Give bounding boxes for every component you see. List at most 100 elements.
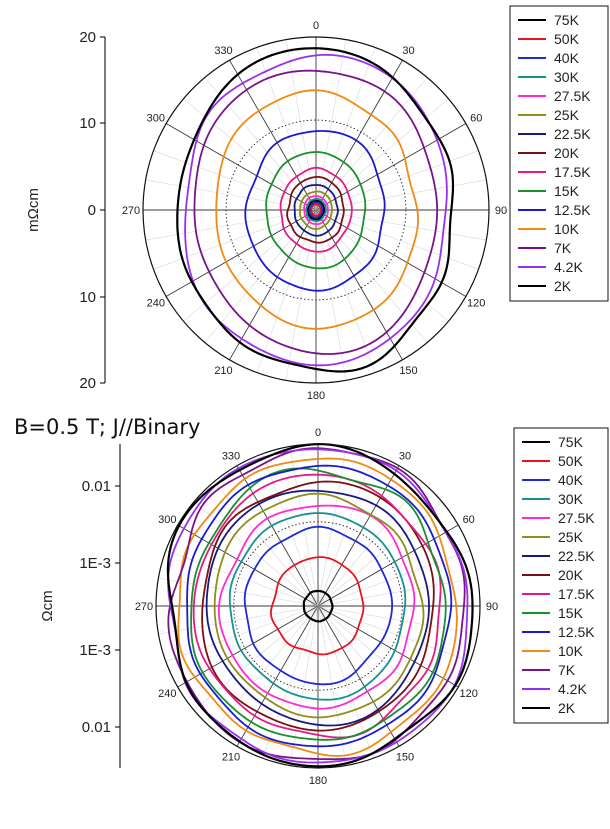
minor-spoke-line [317,453,374,607]
angle-tick-label: 180 [309,775,327,787]
radial-tick-label: 20 [79,29,96,46]
angle-tick-label: 60 [470,113,482,125]
series-curve-40K [243,525,393,686]
minor-spoke-line [317,501,443,607]
series-curve-40K [308,201,324,219]
polar-plot-top: 0 30 60 90 120 150 180 210 240 270 300 330 20 10 0 10 20… [25,5,609,402]
legend-entry: 12.5K [558,624,595,640]
legend-entry: 25K [554,107,580,123]
series-curve-50K [270,556,365,656]
minor-spoke-line [315,47,376,211]
angle-tick-label: 330 [222,450,240,462]
legend-entry: 2K [554,278,572,294]
spoke-line [315,209,403,361]
spoke-line [317,524,459,607]
minor-spoke-line [158,605,319,635]
minor-spoke-line [289,605,319,766]
legend-entry: 15K [558,605,584,621]
minor-spoke-line [289,446,319,607]
angle-tick-label: 300 [147,113,165,125]
minor-spoke-line [204,209,317,343]
minor-spoke-line [317,481,423,607]
minor-spoke-line [315,209,479,270]
minor-spoke-line [315,209,449,322]
minor-spoke-line [285,209,317,381]
series-curve-10K [177,457,458,757]
angle-tick-label: 150 [399,365,417,377]
angle-tick-label: 210 [214,365,232,377]
minor-spoke-line [315,209,376,373]
series-curve-15K [265,151,367,270]
reference-circle [233,521,403,691]
polar-plot-bottom: 0 30 60 90 120 150 180 210 240 270 300 330 0.01 1E-3 1… [39,427,609,787]
angle-tick-label: 120 [460,688,478,700]
outer-circle [155,443,481,769]
legend-entry: 30K [554,69,580,85]
angle-tick-label: 150 [396,752,414,764]
minor-spoke-line [315,150,479,211]
minor-spoke-line [158,577,319,607]
minor-spoke-line [145,179,317,211]
minor-spoke-line [256,47,317,211]
minor-spoke-line [315,39,347,211]
series-curve-75K [302,589,334,623]
series-curve-25K [299,190,333,230]
minor-spoke-line [262,605,319,759]
legend-entry: 12.5K [554,202,591,218]
minor-spoke-line [193,605,319,711]
legend-entry: 2K [558,700,576,716]
minor-spoke-line [317,605,423,731]
radial-tick-label: 0 [88,202,96,219]
legend-entry: 40K [558,472,584,488]
series-curve-27-5K [217,504,416,710]
minor-spoke-line [317,446,347,607]
legend-entry: 7K [558,662,576,678]
angle-tick-label: 180 [307,390,325,402]
minor-spoke-line [317,550,471,607]
legend-entry: 75K [554,12,580,28]
series-curve-15K [190,467,447,741]
radial-axis-label: Ωcm [39,590,56,621]
reference-circle [225,119,407,301]
legend-entry: 27.5K [558,510,595,526]
spoke-line [315,59,403,211]
legend-entry: 15K [554,183,580,199]
series-curve-17-5K [192,473,442,739]
minor-spoke-line [317,605,443,711]
series-curve-17-5K [279,166,353,253]
angle-tick-label: 0 [315,427,321,439]
series-curve-10K [215,89,419,330]
legend-entry: 17.5K [558,586,595,602]
radial-tick-label: 0.01 [82,719,111,736]
legend-entry: 10K [554,221,580,237]
radial-tick-label: 1E-3 [79,555,111,572]
series-curve-12-5K [244,130,386,292]
series-curve-75K [306,199,326,221]
minor-spoke-line [315,179,487,211]
minor-spoke-line [153,150,317,211]
legend-entry: 4.2K [554,259,583,275]
spoke-line [229,209,317,361]
legend-entry: 4.2K [558,681,587,697]
minor-spoke-line [317,605,478,635]
series-curve-2K [176,47,455,373]
angle-tick-label: 120 [467,298,485,310]
spoke-line [236,465,319,607]
angle-tick-label: 270 [135,601,153,613]
legend-entry: 7K [554,240,572,256]
angle-tick-label: 60 [463,514,475,526]
angle-tick-label: 0 [313,20,319,32]
legend-entry: 22.5K [554,126,591,142]
radial-tick-label: 20 [79,375,96,392]
series-curve-4-2K [167,448,469,764]
angle-tick-label: 30 [402,45,414,57]
angle-tick-label: 90 [486,601,498,613]
minor-spoke-line [213,481,319,607]
series-curve-27-5K [303,195,329,225]
minor-spoke-line [315,209,428,343]
legend-entry: 20K [554,145,580,161]
field-caption: B=0.5 T; J//Binary [14,415,201,439]
angle-tick-label: 270 [122,205,140,217]
minor-spoke-line [315,77,428,211]
spoke-line [236,605,319,747]
